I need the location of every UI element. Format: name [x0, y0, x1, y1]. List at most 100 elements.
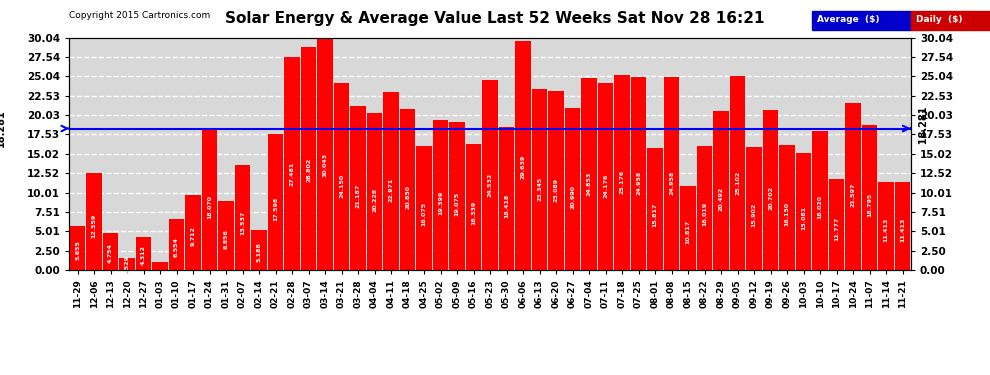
Text: 18.281: 18.281: [919, 106, 930, 151]
Text: 6.554: 6.554: [174, 237, 179, 257]
Text: 1.529: 1.529: [125, 255, 130, 274]
Bar: [829, 179, 844, 270]
Text: 20.850: 20.850: [405, 185, 410, 209]
Text: 25.176: 25.176: [620, 170, 625, 195]
Text: 5.655: 5.655: [75, 240, 80, 260]
Bar: [730, 76, 745, 270]
Bar: [417, 146, 432, 270]
Text: 18.418: 18.418: [504, 194, 509, 218]
Text: 11.413: 11.413: [883, 218, 889, 242]
Text: Average  ($): Average ($): [817, 15, 879, 24]
Bar: [895, 182, 910, 270]
Bar: [136, 237, 151, 270]
Bar: [482, 80, 498, 270]
Text: 18.070: 18.070: [207, 195, 212, 219]
Bar: [565, 108, 580, 270]
Bar: [235, 165, 250, 270]
Text: 28.802: 28.802: [306, 158, 311, 182]
Bar: [86, 173, 102, 270]
Bar: [714, 111, 729, 270]
Bar: [120, 258, 135, 270]
Text: 30.043: 30.043: [323, 153, 328, 177]
Text: 23.345: 23.345: [537, 177, 543, 201]
Text: 10.817: 10.817: [685, 220, 691, 245]
Text: 29.639: 29.639: [521, 154, 526, 179]
Text: 4.754: 4.754: [108, 243, 113, 263]
Bar: [532, 89, 547, 270]
Text: 22.971: 22.971: [388, 178, 394, 202]
Text: 17.598: 17.598: [273, 196, 278, 221]
Bar: [763, 110, 778, 270]
Bar: [845, 103, 860, 270]
Text: 20.492: 20.492: [719, 187, 724, 211]
Bar: [466, 144, 481, 270]
Text: 4.312: 4.312: [141, 245, 147, 265]
Text: 12.559: 12.559: [91, 214, 97, 238]
Text: 24.176: 24.176: [603, 174, 608, 198]
Bar: [862, 124, 877, 270]
Bar: [796, 153, 811, 270]
Text: 19.399: 19.399: [438, 190, 444, 214]
Text: 8.856: 8.856: [224, 229, 229, 249]
Bar: [103, 233, 118, 270]
Text: 18.020: 18.020: [818, 195, 823, 219]
Text: 23.089: 23.089: [553, 177, 558, 202]
Bar: [746, 147, 761, 270]
Bar: [878, 182, 894, 270]
Bar: [268, 134, 283, 270]
Text: 13.537: 13.537: [240, 211, 246, 235]
Bar: [400, 109, 415, 270]
Bar: [169, 219, 184, 270]
Text: 21.597: 21.597: [850, 183, 855, 207]
Bar: [350, 106, 365, 270]
Text: 9.712: 9.712: [190, 226, 196, 246]
Text: 24.853: 24.853: [586, 171, 592, 196]
Bar: [647, 148, 662, 270]
Text: 20.702: 20.702: [768, 186, 773, 210]
Text: 15.081: 15.081: [801, 206, 806, 230]
Bar: [219, 201, 234, 270]
Text: 5.188: 5.188: [256, 242, 261, 262]
Text: 24.532: 24.532: [487, 172, 493, 196]
Bar: [334, 83, 349, 270]
Bar: [367, 114, 382, 270]
Bar: [251, 230, 266, 270]
Bar: [581, 78, 597, 270]
Text: 24.150: 24.150: [339, 174, 345, 198]
Bar: [433, 120, 448, 270]
Text: 15.817: 15.817: [652, 203, 657, 227]
Text: 16.339: 16.339: [471, 201, 476, 225]
Bar: [301, 47, 316, 270]
Text: 24.958: 24.958: [669, 171, 674, 195]
Bar: [779, 145, 795, 270]
Text: 18.795: 18.795: [867, 192, 872, 217]
Text: Solar Energy & Average Value Last 52 Weeks Sat Nov 28 16:21: Solar Energy & Average Value Last 52 Wee…: [226, 11, 764, 26]
Text: 16.019: 16.019: [702, 202, 707, 226]
Bar: [449, 122, 464, 270]
Bar: [516, 40, 531, 270]
Text: 24.958: 24.958: [636, 171, 642, 195]
Bar: [598, 83, 613, 270]
Bar: [697, 146, 712, 270]
Bar: [383, 92, 399, 270]
Text: 20.990: 20.990: [570, 185, 575, 209]
Text: 25.102: 25.102: [735, 171, 741, 195]
Bar: [813, 130, 828, 270]
Text: 11.413: 11.413: [900, 218, 905, 242]
Bar: [664, 77, 679, 270]
Text: 18.281: 18.281: [0, 110, 6, 147]
Text: 27.481: 27.481: [289, 162, 295, 186]
Bar: [499, 128, 514, 270]
Bar: [631, 77, 646, 270]
Text: Daily  ($): Daily ($): [916, 15, 962, 24]
Text: 11.777: 11.777: [834, 217, 840, 241]
Bar: [70, 226, 85, 270]
Text: 16.150: 16.150: [784, 202, 790, 226]
Bar: [152, 262, 167, 270]
Bar: [284, 57, 300, 270]
Text: 15.902: 15.902: [751, 202, 756, 226]
Text: 19.075: 19.075: [454, 192, 459, 216]
Bar: [318, 38, 333, 270]
Text: Copyright 2015 Cartronics.com: Copyright 2015 Cartronics.com: [69, 11, 211, 20]
Text: 21.187: 21.187: [355, 184, 360, 209]
